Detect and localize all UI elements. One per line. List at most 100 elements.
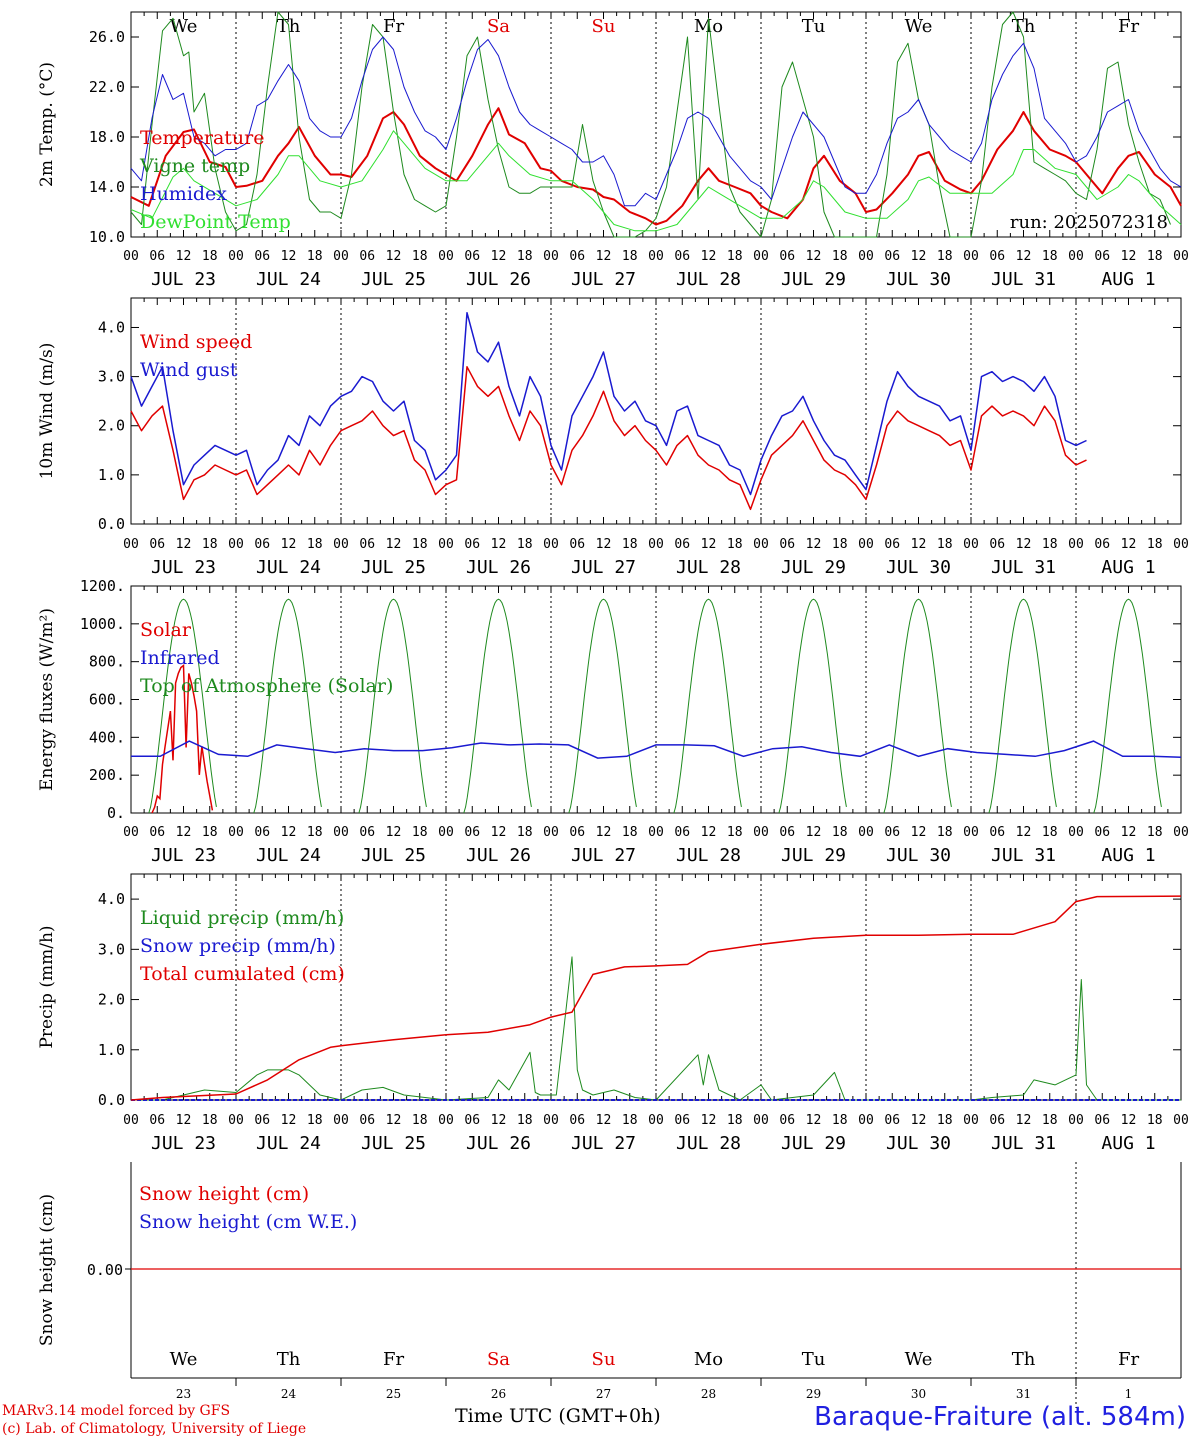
hour-tick-label: 18 bbox=[517, 537, 533, 552]
day-number-label: 31 bbox=[1016, 1387, 1031, 1401]
hour-tick-label: 06 bbox=[674, 249, 690, 264]
hour-tick-label: 00 bbox=[753, 825, 769, 840]
y-tick-label: 10.0 bbox=[89, 228, 125, 246]
y-tick-label: 4.0 bbox=[98, 890, 125, 908]
day-name-label: Fr bbox=[383, 1349, 404, 1370]
hour-tick-label: 12 bbox=[491, 249, 507, 264]
date-label: JUL 29 bbox=[781, 845, 846, 866]
panel-frame-2 bbox=[130, 297, 1182, 525]
date-label: AUG 1 bbox=[1101, 269, 1155, 290]
hour-tick-label: 18 bbox=[937, 537, 953, 552]
date-label: JUL 24 bbox=[256, 557, 321, 578]
toa-solar-curve bbox=[883, 598, 952, 814]
hour-tick-label: 12 bbox=[806, 537, 822, 552]
hour-tick-label: 18 bbox=[832, 537, 848, 552]
day-name-label: Th bbox=[277, 1349, 301, 1370]
hour-tick-label: 06 bbox=[359, 249, 375, 264]
precip-legend-entry: Total cumulated (cm) bbox=[140, 963, 345, 985]
toa-solar-curve bbox=[1093, 598, 1162, 814]
day-number-label: 28 bbox=[701, 1387, 716, 1401]
day-name-label: Su bbox=[592, 16, 616, 37]
hour-tick-label: 00 bbox=[333, 537, 349, 552]
day-name-label: Fr bbox=[1118, 1349, 1139, 1370]
hour-tick-label: 00 bbox=[753, 1113, 769, 1128]
hour-tick-label: 06 bbox=[149, 249, 165, 264]
y-tick-label: 26.0 bbox=[89, 28, 125, 46]
hour-tick-label: 12 bbox=[176, 537, 192, 552]
hour-tick-label: 00 bbox=[648, 1113, 664, 1128]
hour-tick-label: 12 bbox=[386, 249, 402, 264]
hour-tick-label: 06 bbox=[254, 1113, 270, 1128]
date-label: JUL 26 bbox=[466, 557, 531, 578]
hour-tick-label: 06 bbox=[989, 249, 1005, 264]
hour-tick-label: 00 bbox=[438, 825, 454, 840]
hour-tick-label: 06 bbox=[464, 825, 480, 840]
energy-legend-entry: Infrared bbox=[140, 647, 220, 669]
hour-tick-label: 18 bbox=[832, 825, 848, 840]
snow-ylabel: Snow height (cm) bbox=[37, 1194, 57, 1346]
temp-legend-entry: Vigne temp bbox=[139, 155, 250, 177]
hour-tick-label: 18 bbox=[622, 249, 638, 264]
day-number-label: 26 bbox=[491, 1387, 506, 1401]
hour-tick-label: 12 bbox=[701, 1113, 717, 1128]
hour-tick-label: 00 bbox=[543, 825, 559, 840]
date-label: JUL 23 bbox=[151, 1133, 216, 1154]
panel-frame-3 bbox=[130, 585, 1182, 814]
hour-tick-label: 06 bbox=[884, 537, 900, 552]
hour-tick-label: 18 bbox=[412, 825, 428, 840]
temp-legend-entry: Temperature bbox=[140, 127, 264, 149]
hour-tick-label: 00 bbox=[228, 1113, 244, 1128]
hour-tick-label: 00 bbox=[438, 537, 454, 552]
hour-tick-label: 18 bbox=[622, 825, 638, 840]
hour-tick-label: 00 bbox=[963, 537, 979, 552]
hour-tick-label: 12 bbox=[281, 537, 297, 552]
hour-tick-label: 06 bbox=[254, 825, 270, 840]
wind-series-line bbox=[130, 366, 1087, 511]
hour-tick-label: 00 bbox=[228, 825, 244, 840]
hour-tick-label: 12 bbox=[386, 537, 402, 552]
credit-line-2: (c) Lab. of Climatology, University of L… bbox=[2, 1421, 307, 1437]
y-tick-label: 2.0 bbox=[98, 991, 125, 1009]
hour-tick-label: 00 bbox=[333, 249, 349, 264]
temp-ylabel: 2m Temp. (°C) bbox=[37, 62, 57, 187]
y-tick-label: 18.0 bbox=[89, 128, 125, 146]
y-tick-label: 0.00 bbox=[87, 1261, 123, 1279]
liquid-precip-line bbox=[131, 956, 1181, 1101]
hour-tick-label: 00 bbox=[963, 249, 979, 264]
hour-tick-label: 00 bbox=[858, 1113, 874, 1128]
hour-tick-label: 12 bbox=[806, 825, 822, 840]
day-number-label: 27 bbox=[596, 1387, 611, 1401]
hour-tick-label: 12 bbox=[1016, 249, 1032, 264]
hour-tick-label: 12 bbox=[596, 825, 612, 840]
date-label: JUL 28 bbox=[676, 557, 741, 578]
hour-tick-label: 06 bbox=[779, 249, 795, 264]
energy-legend-entry: Solar bbox=[140, 619, 192, 641]
credit-line-1: MARv3.14 model forced by GFS bbox=[2, 1403, 231, 1419]
energy-ylabel: Energy fluxes (W/m²) bbox=[37, 608, 57, 791]
hour-tick-label: 06 bbox=[674, 537, 690, 552]
day-name-label: Tu bbox=[802, 16, 826, 37]
hour-tick-label: 18 bbox=[412, 1113, 428, 1128]
cumulated-precip-line bbox=[130, 895, 1182, 1101]
day-number-label: 1 bbox=[1125, 1387, 1133, 1401]
precip-ylabel: Precip (mm/h) bbox=[37, 925, 57, 1048]
hour-tick-label: 18 bbox=[1147, 825, 1163, 840]
hour-tick-label: 00 bbox=[1173, 825, 1189, 840]
hour-tick-label: 00 bbox=[648, 249, 664, 264]
hour-tick-label: 06 bbox=[254, 249, 270, 264]
date-label: AUG 1 bbox=[1101, 845, 1155, 866]
date-label: JUL 29 bbox=[781, 557, 846, 578]
date-label: JUL 25 bbox=[361, 845, 426, 866]
hour-tick-label: 12 bbox=[176, 1113, 192, 1128]
hour-tick-label: 18 bbox=[937, 825, 953, 840]
toa-solar-curve bbox=[148, 598, 217, 814]
hour-tick-label: 12 bbox=[911, 537, 927, 552]
hour-tick-label: 06 bbox=[1094, 537, 1110, 552]
day-name-label: Fr bbox=[1118, 16, 1139, 37]
hour-tick-label: 00 bbox=[1173, 537, 1189, 552]
hour-tick-label: 18 bbox=[937, 1113, 953, 1128]
date-label: JUL 30 bbox=[886, 269, 951, 290]
hour-tick-label: 18 bbox=[622, 1113, 638, 1128]
hour-tick-label: 00 bbox=[123, 1113, 139, 1128]
